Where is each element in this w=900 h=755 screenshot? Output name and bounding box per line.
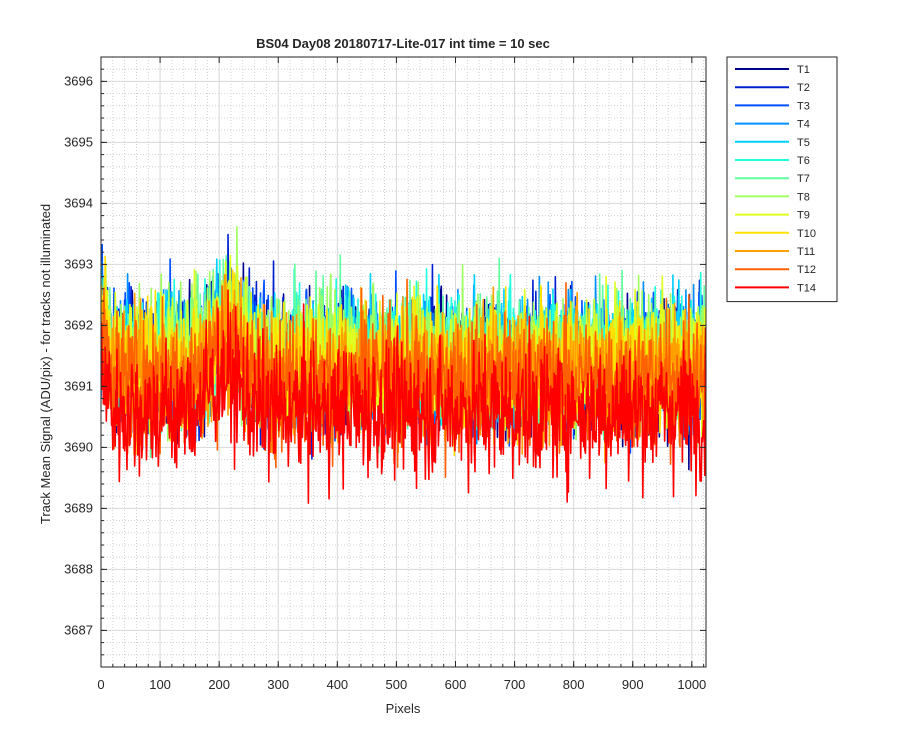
plot-area [101,225,706,504]
x-tick-label: 600 [445,677,467,692]
y-tick-label: 3688 [64,561,93,576]
legend: T1 T2 T3 T4 T5 T6 T7 T8 T9 T10 T11 T12 T14 [726,56,838,303]
legend-label-t14: T14 [797,282,816,294]
x-tick-label: 0 [97,677,104,692]
y-tick-label: 3694 [64,195,93,210]
legend-label-t4: T4 [797,119,810,131]
x-tick-label: 400 [326,677,348,692]
y-tick-label: 3693 [64,256,93,271]
legend-label-t10: T10 [797,228,816,240]
legend-label-t3: T3 [797,100,810,112]
y-axis-label: Track Mean Signal (ADU/pix) - for tracks… [38,204,53,524]
x-tick-label: 500 [386,677,408,692]
x-tick-label: 200 [208,677,230,692]
axes: 0 100 200 300 400 500 600 700 800 900 1000 3687 3688… [64,56,707,692]
x-tick-label: 300 [267,677,289,692]
legend-label-t8: T8 [797,191,810,203]
x-tick-label: 100 [149,677,171,692]
x-tick-label: 800 [563,677,585,692]
y-tick-label: 3692 [64,317,93,332]
y-tick-label: 3695 [64,134,93,149]
x-axis-label: Pixels [386,701,421,716]
series-line-t14 [101,289,706,504]
legend-label-t12: T12 [797,264,816,276]
legend-label-t1: T1 [797,64,810,76]
legend-label-t7: T7 [797,173,810,185]
legend-label-t5: T5 [797,137,810,149]
y-tick-label: 3687 [64,622,93,637]
legend-label-t9: T9 [797,210,810,222]
legend-label-t2: T2 [797,82,810,94]
x-tick-label: 700 [504,677,526,692]
legend-label-t6: T6 [797,155,810,167]
x-tick-label: 1000 [677,677,706,692]
y-tick-label: 3689 [64,500,93,515]
chart-title: BS04 Day08 20180717-Lite-017 int time = … [256,36,550,51]
legend-label-t11: T11 [797,246,815,258]
y-tick-label: 3691 [64,378,93,393]
x-tick-label: 900 [622,677,644,692]
y-tick-label: 3690 [64,439,93,454]
y-tick-label: 3696 [64,73,93,88]
legend-box [726,56,838,303]
